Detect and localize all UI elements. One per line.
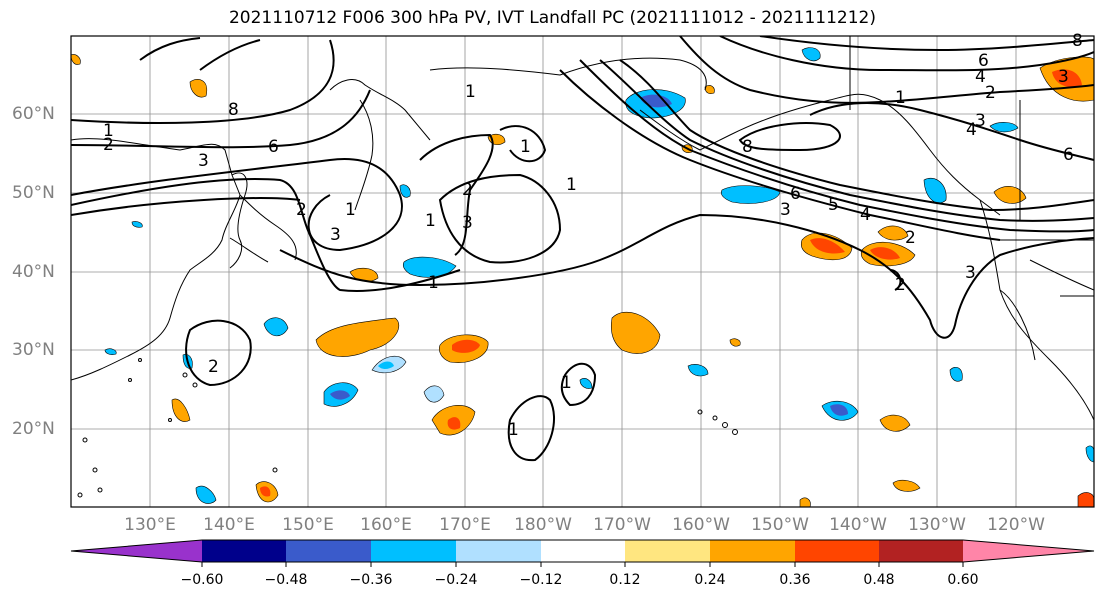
- lat-label-60n: 60°N: [12, 104, 55, 124]
- negative-anomalies: [104, 47, 1094, 504]
- colorbar-tick-label: −0.60: [180, 572, 224, 588]
- colorbar-cell: [625, 540, 710, 562]
- lon-label-130w: 130°W: [908, 515, 966, 535]
- colorbar-tick-label: 0.36: [779, 572, 811, 588]
- lat-label-20n: 20°N: [12, 419, 55, 439]
- colorbar-cell: [541, 540, 625, 562]
- coastlines: [71, 36, 1094, 421]
- lat-label-50n: 50°N: [12, 183, 55, 203]
- lon-label-120w: 120°W: [987, 515, 1045, 535]
- colorbar-tick-label: −0.48: [264, 572, 308, 588]
- lon-label-160e: 160°E: [360, 515, 412, 535]
- colorbar-cell: [71, 540, 202, 562]
- lat-label-40n: 40°N: [12, 262, 55, 282]
- lon-label-170e: 170°E: [439, 515, 491, 535]
- colorbar-cell: [879, 540, 963, 562]
- lon-label-140w: 140°W: [829, 515, 887, 535]
- lon-label-130e: 130°E: [124, 515, 176, 535]
- lon-label-150e: 150°E: [282, 515, 334, 535]
- map-frame: [70, 35, 1095, 508]
- graticule: [71, 36, 1094, 507]
- colorbar-cell: [963, 540, 1094, 562]
- colorbar-tick-label: 0.12: [609, 572, 641, 588]
- colorbar-cell: [202, 540, 286, 562]
- lon-label-170w: 170°W: [593, 515, 651, 535]
- colorbar-tick-label: 0.48: [863, 572, 895, 588]
- islands: [77, 358, 738, 498]
- lat-label-30n: 30°N: [12, 340, 55, 360]
- colorbar-cell: [456, 540, 541, 562]
- colorbar-tick-label: −0.24: [434, 572, 478, 588]
- lon-label-140e: 140°E: [203, 515, 255, 535]
- pv-contours: [71, 36, 1094, 462]
- map-title: 2021110712 F006 300 hPa PV, IVT Landfall…: [228, 8, 876, 28]
- colorbar-cell: [286, 540, 371, 562]
- lon-label-160w: 160°W: [672, 515, 730, 535]
- colorbar-tick-label: −0.12: [519, 572, 563, 588]
- colorbar-tick-label: 0.60: [947, 572, 979, 588]
- colorbar-cell: [795, 540, 879, 562]
- lon-label-150w: 150°W: [751, 515, 809, 535]
- lon-label-180w: 180°W: [514, 515, 572, 535]
- colorbar-tick-label: −0.36: [349, 572, 393, 588]
- colorbar-cell: [710, 540, 795, 562]
- colorbar-cell: [371, 540, 456, 562]
- colorbar-tick-label: 0.24: [694, 572, 726, 588]
